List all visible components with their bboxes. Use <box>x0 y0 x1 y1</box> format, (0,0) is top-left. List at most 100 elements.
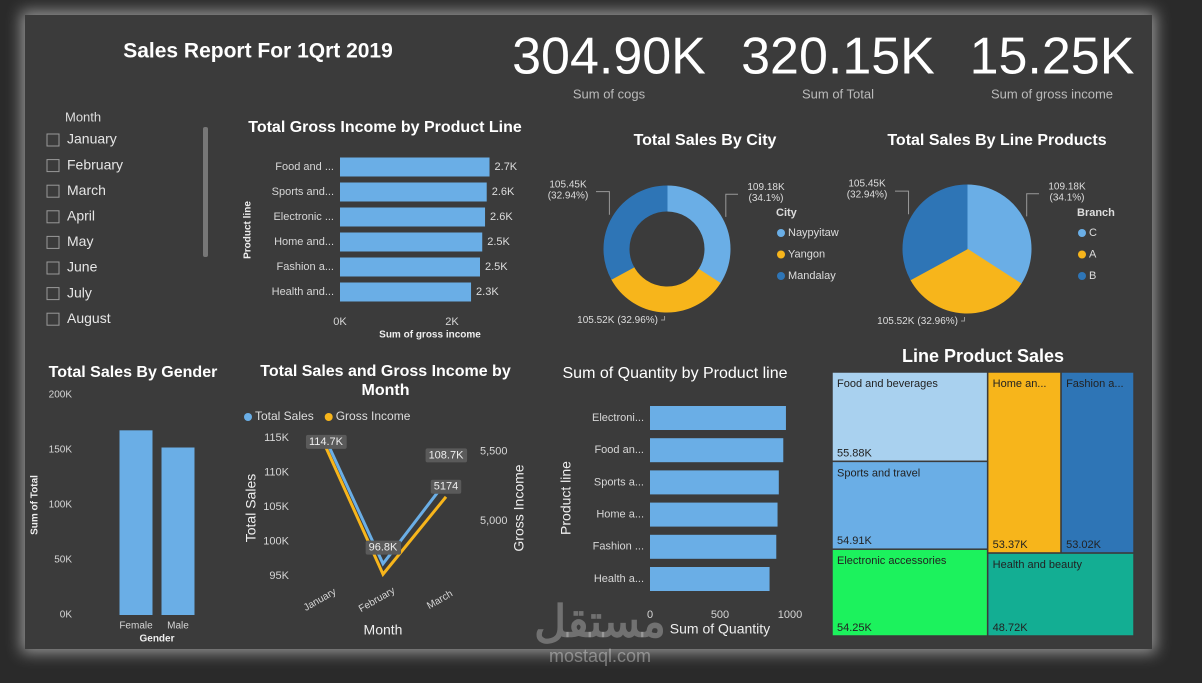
data-label: 2.6K <box>490 211 513 223</box>
x-tick-label: Male <box>167 621 189 632</box>
y-tick-label: Fashion a... <box>277 261 334 273</box>
slicer-checkbox[interactable] <box>46 312 60 326</box>
treemap-tile[interactable] <box>986 552 1135 637</box>
y-tick-label: Home a... <box>596 509 644 521</box>
value-label: 105.45K <box>848 179 886 190</box>
y-tick-label: Health and... <box>272 286 334 298</box>
slicer-checkbox[interactable] <box>46 133 60 147</box>
slice[interactable] <box>902 184 968 281</box>
legend-label[interactable]: C <box>1089 227 1097 239</box>
bar[interactable] <box>650 502 778 527</box>
slicer-item[interactable]: May <box>67 233 93 249</box>
slicer-checkbox[interactable] <box>46 210 60 224</box>
bar[interactable] <box>340 207 486 227</box>
x-tick-label: 2K <box>445 316 459 328</box>
kpi-value: 320.15K <box>741 28 935 86</box>
bar[interactable] <box>340 182 487 202</box>
treemap-tile[interactable] <box>1060 371 1135 554</box>
legend-label[interactable]: Yangon <box>788 248 825 260</box>
slicer-item[interactable]: April <box>67 208 95 224</box>
bar[interactable] <box>650 567 770 591</box>
y-axis-title: Product line <box>558 461 574 535</box>
leader-line <box>895 190 910 215</box>
data-label: 105.52K (32.96%) <box>877 316 958 327</box>
slice[interactable] <box>666 185 731 284</box>
legend-label[interactable]: Mandalay <box>788 270 836 282</box>
y-tick-label: 200K <box>49 390 73 401</box>
treemap-tile[interactable] <box>986 371 1062 554</box>
x-tick-label: 500 <box>711 609 729 621</box>
tile-value: 53.37K <box>993 539 1029 551</box>
bar[interactable] <box>340 257 480 277</box>
slicer-checkbox[interactable] <box>46 261 60 275</box>
legend-marker <box>1078 250 1086 259</box>
x-axis-title: Sum of Quantity <box>670 621 770 637</box>
value-label: 105.52K <box>577 315 615 326</box>
bar[interactable] <box>650 406 786 430</box>
bar[interactable] <box>119 430 153 615</box>
slicer-item[interactable]: February <box>67 156 123 172</box>
slicer-item[interactable]: July <box>67 284 92 300</box>
kpi-value: 304.90K <box>512 28 706 86</box>
legend-label[interactable]: Gross Income <box>336 409 411 423</box>
leader-line <box>596 191 610 215</box>
legend-title: City <box>776 207 798 219</box>
chart-title: Line Product Sales <box>902 346 1064 366</box>
series-line <box>324 446 448 578</box>
y-axis-title: Sum of Total <box>30 475 41 535</box>
bar[interactable] <box>650 534 777 559</box>
y-tick-label: Electronic ... <box>273 211 334 223</box>
x-axis-title: Sum of gross income <box>379 330 481 341</box>
slicer-title: Month <box>65 109 101 124</box>
y-tick-label: 105K <box>263 501 289 513</box>
bar[interactable] <box>650 438 784 463</box>
y-tick-label: Home and... <box>274 236 334 248</box>
bar[interactable] <box>340 157 490 177</box>
percent-label: (32.94%) <box>548 190 589 201</box>
treemap-tile[interactable] <box>831 548 989 637</box>
y-tick-label: 95K <box>269 570 289 582</box>
x-tick-label: January <box>302 586 338 613</box>
slicer-item[interactable]: January <box>67 131 117 147</box>
bar[interactable] <box>340 282 472 302</box>
data-label: 105.52K (32.96%) <box>577 315 658 326</box>
slicer-checkbox[interactable] <box>46 287 60 301</box>
legend-marker <box>1078 229 1086 237</box>
legend-label[interactable]: Total Sales <box>255 409 314 423</box>
y2-axis-title: Gross Income <box>511 464 527 551</box>
legend-label[interactable]: A <box>1089 248 1097 260</box>
tile-label: Food and beverages <box>837 378 938 390</box>
treemap-tile[interactable] <box>831 460 989 550</box>
y-tick-label: Health a... <box>594 573 644 585</box>
tile-value: 48.72K <box>993 622 1029 634</box>
x-tick-label: 1000 <box>778 609 802 621</box>
bar[interactable] <box>340 232 483 252</box>
slicer-item[interactable]: March <box>67 182 106 198</box>
data-label: 2.7K <box>495 161 518 173</box>
y-tick-label: 0K <box>60 610 73 621</box>
legend-label[interactable]: Naypyitaw <box>788 227 839 239</box>
legend-marker <box>244 413 252 421</box>
legend-label[interactable]: B <box>1089 270 1096 282</box>
slicer-checkbox[interactable] <box>46 159 60 173</box>
chart-title: Total Sales By City <box>634 132 777 149</box>
kpi-caption: Sum of Total <box>802 86 874 101</box>
percent-label: (34.1%) <box>1049 192 1084 203</box>
slicer-item[interactable]: June <box>67 259 98 275</box>
percent-label: (32.94%) <box>847 190 888 201</box>
y-tick-label: 115K <box>264 432 290 444</box>
slice[interactable] <box>603 185 668 280</box>
y-tick-label: Sports a... <box>594 476 644 488</box>
data-label-box <box>425 448 468 463</box>
bar[interactable] <box>161 447 195 615</box>
slicer-checkbox[interactable] <box>46 235 60 249</box>
slicer-scrollbar[interactable] <box>203 127 208 257</box>
bar[interactable] <box>650 470 779 495</box>
tile-value: 53.02K <box>1066 539 1102 551</box>
slice[interactable] <box>610 266 721 313</box>
chart-title: Total Sales By Line Products <box>887 132 1106 149</box>
slicer-item[interactable]: August <box>67 310 111 326</box>
slicer-checkbox[interactable] <box>46 184 60 198</box>
